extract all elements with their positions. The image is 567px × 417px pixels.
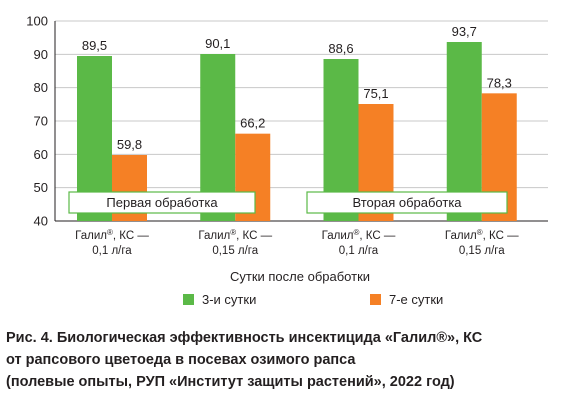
legend-label: 7-е сутки <box>389 292 443 307</box>
y-tick-label: 100 <box>26 14 48 29</box>
bar <box>446 42 482 221</box>
category-label-line2: 0,1 л/га <box>339 245 379 257</box>
category-label-line2: 0,15 л/га <box>459 245 505 257</box>
y-tick-label: 70 <box>34 114 48 129</box>
data-label: 75,1 <box>363 86 388 101</box>
category-label-line1: Галил®, КС — <box>75 228 149 243</box>
figure-caption: Рис. 4. Биологическая эффективность инсе… <box>6 327 561 393</box>
data-label: 90,1 <box>205 36 230 51</box>
category-label-line1: Галил®, КС — <box>198 228 272 243</box>
annotation-box <box>68 191 256 214</box>
category-label-line1: Галил®, КС — <box>445 228 519 243</box>
y-tick-label: 80 <box>34 80 48 95</box>
y-tick-label: 40 <box>34 214 48 229</box>
caption-line-3: (полевые опыты, РУП «Институт защиты рас… <box>6 374 455 390</box>
legend: 3-и сутки 7-е сутки <box>183 292 443 307</box>
caption-line-1: Рис. 4. Биологическая эффективность инсе… <box>6 330 483 346</box>
category-labels: Галил®, КС — 0,1 л/га Галил®, КС — 0,15 л/г… <box>75 228 519 258</box>
category-label-line2: 0,15 л/га <box>212 245 258 257</box>
data-label: 88,6 <box>328 41 353 56</box>
data-label: 78,3 <box>487 75 512 90</box>
legend-label: 3-и сутки <box>202 292 256 307</box>
data-label: 66,2 <box>240 116 265 131</box>
bar-chart: 40 50 60 70 80 90 100 Первая обработка Вторая о… <box>26 14 548 307</box>
y-tick-label: 50 <box>34 180 48 195</box>
data-label: 93,7 <box>452 24 477 39</box>
y-axis-ticks: 40 50 60 70 80 90 100 <box>26 14 48 229</box>
data-label: 89,5 <box>82 38 107 53</box>
annotation-label: Вторая обработка <box>352 195 462 210</box>
data-labels: 89,5 59,8 90,1 66,2 88,6 75,1 93,7 78,3 <box>82 24 512 152</box>
annotation-boxes: Первая обработка Вторая обработка <box>68 191 508 214</box>
x-axis-label: Сутки после обработки <box>230 269 370 284</box>
category-label-line1: Галил®, КС — <box>322 228 396 243</box>
legend-swatch <box>370 294 381 305</box>
caption-line-2: от рапсового цветоеда в посевах озимого … <box>6 352 356 368</box>
annotation-box <box>306 191 508 214</box>
y-tick-label: 90 <box>34 47 48 62</box>
legend-swatch <box>183 294 194 305</box>
y-tick-label: 60 <box>34 147 48 162</box>
category-label-line2: 0,1 л/га <box>92 245 132 257</box>
annotation-label: Первая обработка <box>106 195 218 210</box>
data-label: 59,8 <box>117 137 142 152</box>
